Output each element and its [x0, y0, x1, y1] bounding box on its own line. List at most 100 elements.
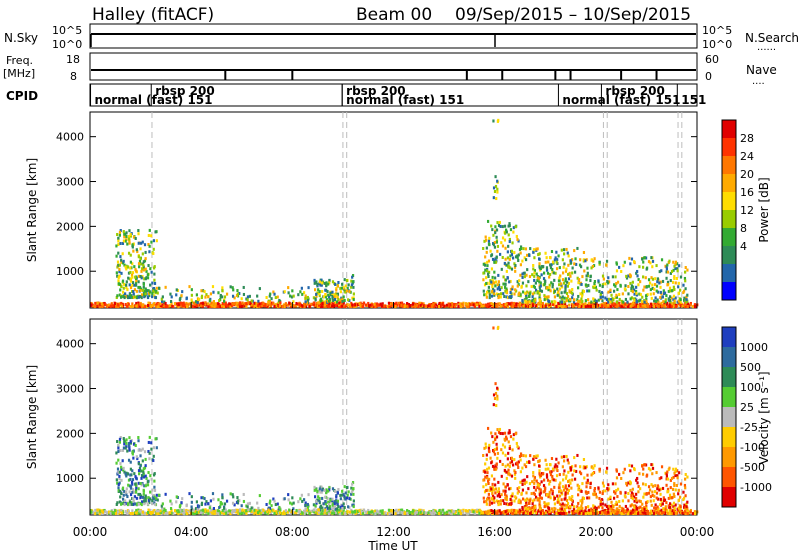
velocity-cell [492, 450, 495, 454]
power-cell [257, 299, 260, 303]
velocity-cell [421, 509, 424, 513]
power-cell [153, 281, 157, 285]
velocity-cell [269, 511, 273, 515]
power-cell [538, 257, 541, 261]
velocity-cell [205, 500, 208, 504]
power-cell [577, 294, 580, 298]
velocity-cell [137, 481, 140, 485]
power-cell [331, 290, 334, 294]
velocity-cell [348, 506, 351, 510]
power-cell [607, 303, 610, 307]
power-cell [120, 301, 123, 305]
power-cell [256, 294, 259, 298]
velocity-cell [135, 455, 138, 459]
power-cell [138, 265, 141, 269]
velocity-cell [676, 511, 679, 515]
power-cell [514, 288, 517, 292]
velocity-cell [539, 511, 542, 515]
velocity-cell [118, 509, 121, 513]
power-cell [185, 297, 188, 301]
velocity-cell [135, 496, 138, 500]
nsearch-legend-dots: ...... [757, 42, 776, 53]
velocity-cell [223, 502, 227, 506]
power-cell [230, 303, 234, 307]
power-cell [499, 304, 502, 308]
power-cell [502, 282, 505, 286]
power-cell [596, 305, 599, 309]
power-cell [245, 297, 248, 301]
velocity-cell [513, 499, 516, 503]
velocity-cell [131, 482, 134, 486]
velocity-cell [142, 475, 146, 479]
power-cell [658, 281, 661, 285]
power-cell [497, 223, 501, 227]
power-cell [590, 258, 593, 262]
power-cell [146, 295, 150, 299]
power-cell [105, 304, 108, 308]
power-cell [560, 304, 563, 308]
cpid-label: CPID [6, 89, 38, 103]
velocity-cell [333, 502, 336, 506]
velocity-cell [118, 437, 122, 441]
velocity-cell [118, 474, 121, 478]
power-cell [400, 301, 404, 305]
power-cell [629, 297, 632, 301]
velocity-cell [694, 511, 697, 515]
power-cell [513, 292, 516, 296]
velocity-cell [538, 469, 541, 473]
velocity-cell [331, 503, 334, 507]
velocity-cell [519, 499, 522, 503]
velocity-cell [482, 485, 485, 489]
velocity-cell [358, 509, 361, 513]
velocity-cell [491, 435, 494, 439]
power-cell [315, 292, 318, 296]
velocity-cell [204, 508, 207, 512]
velocity-cell [367, 508, 370, 512]
velocity-cell [381, 509, 384, 513]
power-cell [484, 235, 487, 239]
power-cell [170, 301, 173, 305]
velocity-cell [616, 510, 620, 514]
velocity-cell [170, 511, 173, 515]
colorbar-tick: 4 [740, 240, 747, 253]
power-cell [620, 269, 623, 273]
velocity-cell [486, 471, 489, 475]
power-cell [584, 299, 587, 303]
velocity-cell [337, 487, 340, 491]
power-cell [114, 304, 118, 308]
power-cell [256, 302, 260, 306]
velocity-cell [334, 510, 337, 514]
power-cell [498, 302, 501, 306]
power-cell [241, 301, 244, 305]
power-cell [224, 305, 227, 309]
power-cell [595, 288, 598, 292]
velocity-cell [304, 503, 307, 507]
velocity-cell [521, 479, 524, 483]
velocity-cell [313, 488, 316, 492]
velocity-cell [518, 486, 521, 490]
power-cell [627, 284, 630, 288]
velocity-cell [538, 459, 541, 463]
power-cell [609, 305, 613, 309]
velocity-cell [332, 506, 335, 510]
velocity-cell [137, 508, 140, 512]
power-cell [482, 262, 485, 266]
velocity-cell [281, 512, 284, 516]
power-cell [137, 262, 141, 266]
power-cell [528, 305, 532, 309]
power-cell [549, 266, 553, 270]
velocity-cell [643, 511, 647, 515]
power-cell [144, 267, 147, 271]
velocity-cell [525, 491, 528, 495]
velocity-cell [129, 467, 132, 471]
power-cell [371, 303, 374, 307]
power-cell [593, 280, 597, 284]
velocity-cell [141, 474, 144, 478]
power-cell [125, 283, 128, 287]
power-cell [630, 286, 633, 290]
power-cell [318, 294, 321, 298]
power-cell [133, 265, 136, 269]
power-cell [349, 305, 352, 309]
power-cell [525, 284, 528, 288]
velocity-cell [462, 511, 465, 515]
